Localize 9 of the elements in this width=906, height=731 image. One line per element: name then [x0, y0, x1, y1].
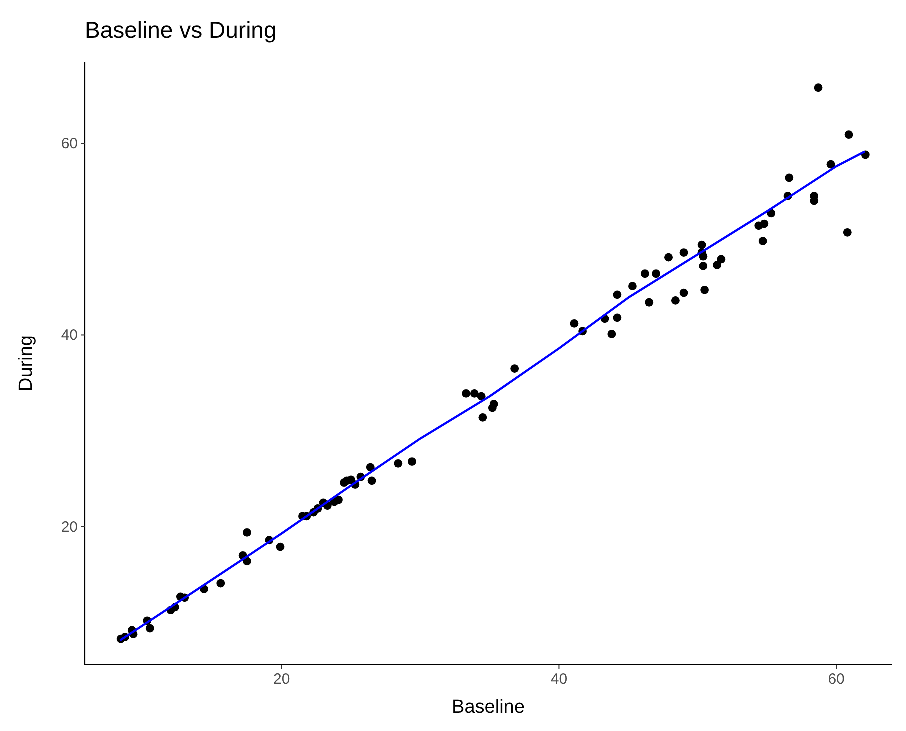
y-axis-title: During: [16, 336, 37, 392]
chart-title: Baseline vs During: [85, 17, 277, 43]
y-tick-label: 40: [61, 327, 78, 344]
x-tick-label: 40: [550, 671, 568, 688]
x-tick-label: 60: [828, 671, 845, 688]
y-tick-label: 20: [61, 518, 78, 536]
y-tick-label: 60: [61, 135, 78, 152]
x-axis-title: Baseline: [452, 697, 525, 718]
x-tick-label: 20: [274, 671, 290, 688]
